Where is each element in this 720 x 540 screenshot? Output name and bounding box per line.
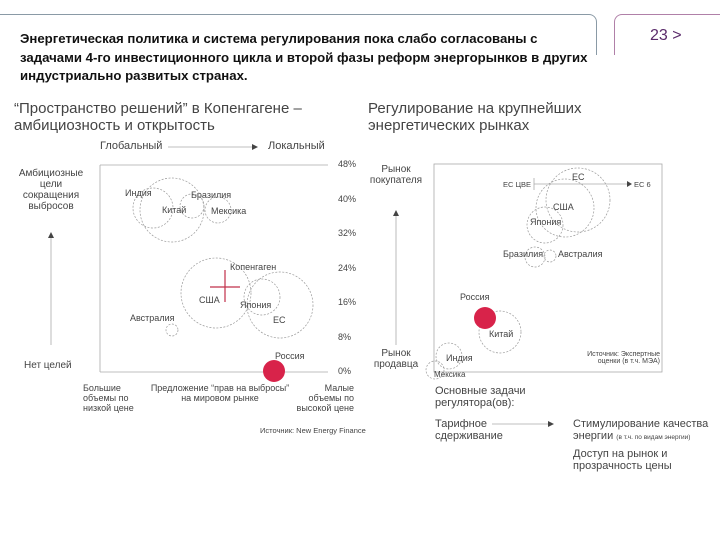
left-title: “Пространство решений” в Копенгагене – а… — [14, 100, 302, 134]
right-y-bottom: Рынок продавца — [373, 348, 419, 370]
label-usa: США — [199, 295, 220, 305]
y-tick: 40% — [338, 193, 357, 204]
x-right-label: Малые объемы по высокой цене — [296, 383, 354, 413]
right-frame — [433, 163, 663, 373]
y-tick: 0% — [338, 366, 352, 376]
task-to-2: Доступ на рынок и прозрачность цены — [573, 448, 672, 472]
header-frame — [0, 14, 597, 55]
y-bottom-label: Нет целей — [24, 360, 72, 371]
bubble-india — [132, 187, 174, 229]
r-label-india: Индия — [446, 353, 473, 363]
r-label-eu: ЕС — [572, 172, 585, 182]
bubble-eu — [246, 271, 314, 339]
top-left-label: Глобальный — [100, 140, 163, 152]
page-frame — [614, 14, 720, 55]
bubble-r-eu — [545, 167, 611, 233]
bubble-r-japan — [526, 206, 564, 244]
r-label-australia: Австралия — [558, 249, 603, 259]
label-eu: ЕС — [273, 315, 286, 325]
bubble-r-australia — [543, 249, 557, 263]
bubble-r-usa — [535, 178, 595, 238]
bubble-r-brazil — [524, 246, 546, 268]
right-source: Источник: Экспертные оценки (в т.ч. МЭА) — [587, 351, 660, 365]
bubble-australia — [165, 323, 179, 337]
r-label-russia: Россия — [460, 292, 490, 302]
r-label-japan: Япония — [530, 217, 562, 227]
y-top-label: Амбициозные цели сокращения выбросов — [18, 168, 84, 212]
right-title: Регулирование на крупнейших энергетическ… — [368, 100, 582, 134]
top-right-label: Локальный — [268, 140, 325, 152]
left-frame — [99, 164, 328, 373]
page-number[interactable]: 23 > — [650, 27, 682, 44]
r-label-china: Китай — [489, 329, 514, 339]
label-eu-cee: ЕС ЦВЕ — [503, 180, 532, 189]
right-y-top: Рынок покупателя — [369, 164, 423, 186]
bubble-japan — [243, 278, 281, 316]
task-to: Стимулирование качества энергии (в т.ч. … — [573, 418, 709, 442]
bubble-russia — [263, 360, 285, 382]
y-tick: 24% — [338, 262, 357, 273]
left-source: Источник: New Energy Finance — [260, 426, 366, 435]
r-label-brazil: Бразилия — [503, 249, 544, 259]
bubble-usa — [180, 257, 252, 329]
y-tick: 16% — [338, 297, 357, 307]
bubble-brazil — [179, 193, 205, 219]
y-tick: 32% — [338, 228, 357, 238]
y-tick: 48% — [338, 159, 357, 169]
label-russia: Россия — [275, 351, 305, 361]
tasks-title: Основные задачи регулятора(ов): — [435, 385, 526, 409]
bubble-china — [139, 177, 205, 243]
label-eu6: ЕС 6 — [634, 180, 651, 189]
label-copenhagen: Копенгаген — [230, 262, 277, 272]
bubble-r-russia — [474, 307, 496, 329]
task-from: Тарифное сдерживание — [435, 418, 503, 442]
r-label-mexico: Мексика — [434, 370, 466, 379]
label-australia: Австралия — [130, 313, 175, 323]
label-india: Индия — [125, 188, 152, 198]
slide-title: Энергетическая политика и система регули… — [20, 31, 588, 83]
y-tick: 8% — [338, 331, 352, 342]
label-mexico: Мексика — [211, 206, 247, 216]
bubble-r-india — [435, 342, 463, 370]
x-left-label: Большие объемы по низкой цене — [83, 383, 134, 413]
label-japan: Япония — [240, 300, 272, 310]
x-mid-label: Предложение “прав на выбросы” на мировом… — [150, 383, 290, 403]
bubble-r-mexico — [425, 360, 445, 380]
bubble-r-china — [478, 310, 522, 354]
label-brazil: Бразилия — [191, 190, 232, 200]
r-label-usa: США — [553, 202, 574, 212]
bubble-mexico — [204, 196, 232, 224]
label-china: Китай — [162, 205, 187, 215]
